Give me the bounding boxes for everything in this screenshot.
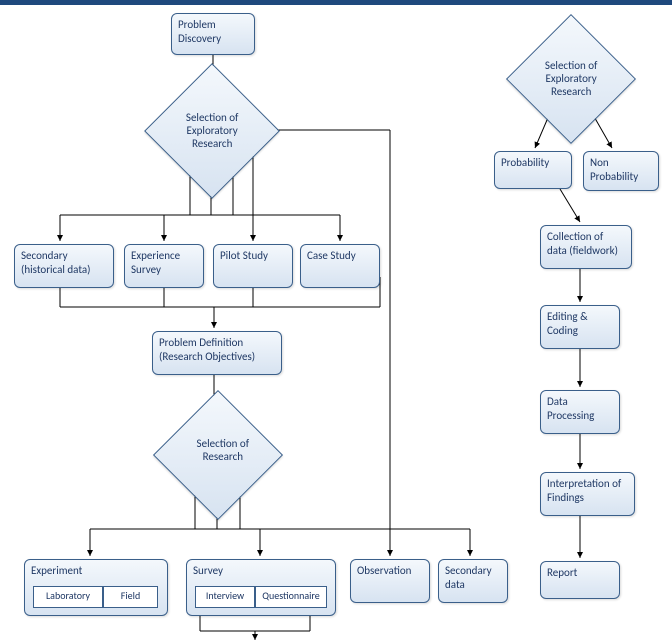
node-secondary-data: Secondary data xyxy=(438,559,508,603)
node-problem-definition: Problem Definition (Research Objectives) xyxy=(152,331,282,375)
node-sel-exploratory-1: Selection of Exploratory Research xyxy=(144,63,280,199)
label: Non Probability xyxy=(590,156,638,183)
label: Laboratory xyxy=(46,589,90,602)
node-questionnaire: Questionnaire xyxy=(255,586,327,608)
label: Interpretation of Findings xyxy=(547,477,621,504)
label: Collection of data (fieldwork) xyxy=(547,230,618,257)
label: Experiment xyxy=(31,564,82,577)
label: Selection of Exploratory Research xyxy=(172,111,252,151)
label: Data Processing xyxy=(547,395,594,422)
label: Secondary (historical data) xyxy=(21,249,91,276)
node-interpretation: Interpretation of Findings xyxy=(540,472,635,516)
label: Case Study xyxy=(307,249,356,262)
label: Problem Discovery xyxy=(178,18,221,45)
node-experience-survey: Experience Survey xyxy=(124,244,204,288)
label: Problem Definition (Research Objectives) xyxy=(159,336,255,363)
node-non-probability: Non Probability xyxy=(583,151,659,191)
label: Questionnaire xyxy=(262,589,320,602)
node-field: Field xyxy=(103,586,158,608)
label: Secondary data xyxy=(445,564,492,591)
node-editing: Editing & Coding xyxy=(540,305,620,349)
label: Observation xyxy=(357,564,411,577)
label: Report xyxy=(547,566,577,579)
label: Pilot Study xyxy=(220,249,268,262)
label: Experience Survey xyxy=(131,249,180,276)
label: Survey xyxy=(193,564,223,577)
label: Selection of Exploratory Research xyxy=(531,59,611,99)
label: Interview xyxy=(206,589,244,602)
flowchart-container: Problem Discovery Selection of Explorato… xyxy=(0,0,672,644)
label: Selection of Research xyxy=(183,437,263,463)
node-interview: Interview xyxy=(195,586,255,608)
label: Field xyxy=(121,589,140,602)
node-secondary-historical: Secondary (historical data) xyxy=(14,244,114,288)
node-pilot-study: Pilot Study xyxy=(213,244,293,288)
node-sel-exploratory-2: Selection of Exploratory Research xyxy=(506,14,636,144)
node-collection: Collection of data (fieldwork) xyxy=(540,225,632,269)
node-report: Report xyxy=(540,561,620,599)
node-observation: Observation xyxy=(350,559,430,603)
label: Editing & Coding xyxy=(547,310,588,337)
node-probability: Probability xyxy=(494,151,572,189)
node-lab: Laboratory xyxy=(33,586,103,608)
node-problem-discovery: Problem Discovery xyxy=(171,13,255,55)
node-sel-research: Selection of Research xyxy=(153,390,283,520)
label: Probability xyxy=(501,156,549,169)
node-case-study: Case Study xyxy=(300,244,380,288)
node-data-processing: Data Processing xyxy=(540,390,620,434)
